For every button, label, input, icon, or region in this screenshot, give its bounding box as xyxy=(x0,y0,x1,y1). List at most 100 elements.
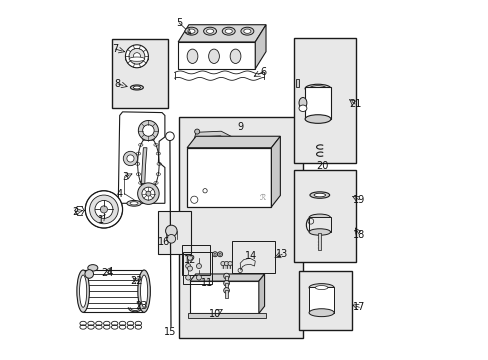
Text: 20: 20 xyxy=(316,161,328,171)
Ellipse shape xyxy=(230,49,241,63)
Circle shape xyxy=(165,225,177,237)
Bar xyxy=(308,217,330,232)
Text: 17: 17 xyxy=(352,302,365,312)
Circle shape xyxy=(187,266,192,271)
Polygon shape xyxy=(118,112,164,203)
Bar xyxy=(225,283,227,291)
Ellipse shape xyxy=(129,57,144,61)
Ellipse shape xyxy=(308,284,333,292)
Bar xyxy=(158,211,190,253)
Text: 21: 21 xyxy=(348,99,361,109)
Text: 23: 23 xyxy=(135,301,147,311)
Polygon shape xyxy=(271,136,280,207)
Circle shape xyxy=(123,151,137,166)
Ellipse shape xyxy=(130,202,138,205)
Ellipse shape xyxy=(184,27,198,35)
Text: 11: 11 xyxy=(201,278,213,288)
Circle shape xyxy=(223,280,229,286)
Circle shape xyxy=(223,288,229,293)
Ellipse shape xyxy=(77,270,89,312)
Circle shape xyxy=(145,191,151,196)
Circle shape xyxy=(185,264,190,269)
Circle shape xyxy=(133,53,140,60)
Ellipse shape xyxy=(187,49,198,63)
Text: 8: 8 xyxy=(115,79,121,89)
Bar xyxy=(183,252,211,284)
Circle shape xyxy=(194,129,199,134)
Ellipse shape xyxy=(224,29,232,33)
Circle shape xyxy=(129,48,144,64)
Bar xyxy=(308,287,333,313)
Circle shape xyxy=(142,187,155,200)
Circle shape xyxy=(167,234,175,243)
Text: 2: 2 xyxy=(72,207,78,217)
Ellipse shape xyxy=(315,285,327,289)
Text: 7: 7 xyxy=(112,44,118,54)
Bar xyxy=(293,170,355,262)
Text: 10: 10 xyxy=(208,309,221,319)
Bar xyxy=(225,276,227,284)
Ellipse shape xyxy=(298,105,306,112)
Ellipse shape xyxy=(308,229,330,235)
Circle shape xyxy=(165,132,174,140)
Text: 1: 1 xyxy=(98,215,104,225)
Polygon shape xyxy=(187,136,280,148)
Text: 16: 16 xyxy=(157,237,170,247)
Text: 24: 24 xyxy=(101,267,114,278)
Bar xyxy=(188,314,266,318)
Circle shape xyxy=(100,206,107,213)
Circle shape xyxy=(185,275,190,280)
Bar xyxy=(83,270,144,312)
Circle shape xyxy=(224,261,228,266)
Ellipse shape xyxy=(305,115,330,123)
Polygon shape xyxy=(178,25,265,42)
Bar xyxy=(231,241,274,273)
Bar xyxy=(182,244,210,275)
Polygon shape xyxy=(255,25,265,69)
Ellipse shape xyxy=(208,49,219,63)
Circle shape xyxy=(223,273,229,279)
Ellipse shape xyxy=(309,192,329,198)
Ellipse shape xyxy=(80,275,86,307)
Circle shape xyxy=(85,191,122,228)
Ellipse shape xyxy=(206,29,213,33)
Ellipse shape xyxy=(138,270,150,312)
Circle shape xyxy=(125,45,148,68)
Bar xyxy=(178,42,255,69)
Ellipse shape xyxy=(203,27,216,35)
Ellipse shape xyxy=(140,275,147,307)
Text: 12: 12 xyxy=(183,255,196,265)
Polygon shape xyxy=(258,274,264,314)
Bar xyxy=(112,40,168,108)
Bar xyxy=(190,281,258,314)
Circle shape xyxy=(212,252,217,257)
Text: 5: 5 xyxy=(176,18,182,28)
Circle shape xyxy=(196,264,201,269)
Ellipse shape xyxy=(244,29,250,33)
Circle shape xyxy=(142,125,154,136)
Circle shape xyxy=(85,270,93,278)
Polygon shape xyxy=(192,131,233,145)
Ellipse shape xyxy=(222,27,235,35)
Circle shape xyxy=(126,155,134,162)
Circle shape xyxy=(89,195,118,224)
Text: 13: 13 xyxy=(275,249,288,259)
Bar xyxy=(318,233,321,250)
Ellipse shape xyxy=(187,29,195,33)
Text: 19: 19 xyxy=(352,195,365,205)
Text: 3: 3 xyxy=(122,172,128,182)
Bar xyxy=(296,78,299,87)
Ellipse shape xyxy=(309,86,326,91)
Polygon shape xyxy=(141,148,147,184)
Circle shape xyxy=(137,183,159,204)
Text: ℛ: ℛ xyxy=(259,193,265,202)
Ellipse shape xyxy=(130,85,143,90)
Ellipse shape xyxy=(308,214,330,221)
Bar xyxy=(293,38,355,163)
Ellipse shape xyxy=(133,86,140,89)
Polygon shape xyxy=(190,274,264,281)
Bar xyxy=(187,148,271,207)
Circle shape xyxy=(227,261,232,266)
Circle shape xyxy=(203,189,207,193)
Text: 6: 6 xyxy=(260,67,265,77)
